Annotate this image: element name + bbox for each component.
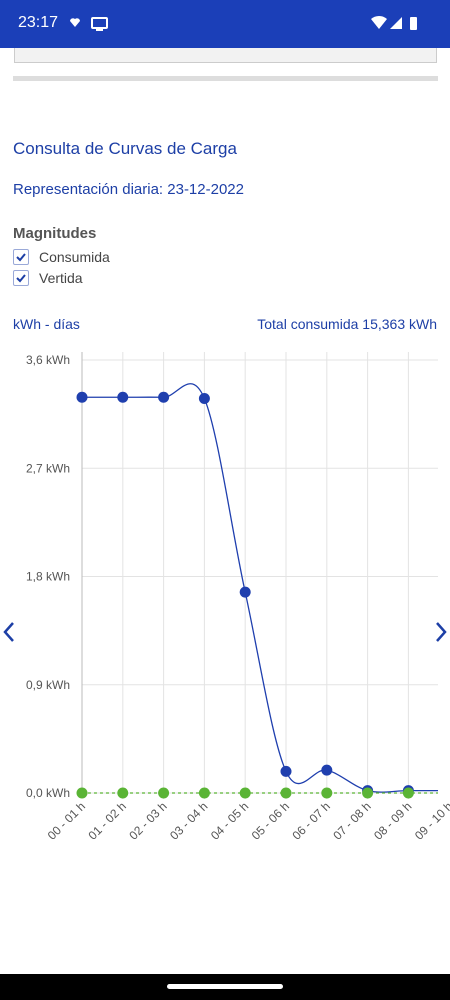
data-point	[402, 787, 414, 799]
data-point	[321, 787, 333, 799]
data-point	[280, 787, 292, 799]
data-point	[76, 787, 88, 799]
y-axis-label: kWh - días	[13, 316, 80, 332]
nav-arrows	[3, 622, 447, 642]
x-tick-label: 02 - 03 h	[126, 799, 169, 842]
data-point	[444, 788, 450, 799]
y-tick-label: 3,6 kWh	[26, 353, 70, 367]
data-point	[198, 787, 210, 799]
x-tick-label: 05 - 06 h	[249, 799, 292, 842]
data-point	[158, 391, 170, 403]
status-bar: 23:17	[0, 0, 450, 48]
x-tick-label: 04 - 05 h	[208, 799, 251, 842]
checkbox-label[interactable]: Consumida	[39, 249, 110, 265]
x-tick-label: 03 - 04 h	[167, 799, 210, 842]
check-icon	[16, 253, 26, 262]
status-right-icons	[371, 15, 417, 30]
data-point	[117, 787, 129, 799]
y-tick-label: 0,0 kWh	[26, 786, 70, 800]
data-point	[239, 586, 251, 598]
chart: 0,0 kWh 0,9 kWh 1,8 kWh 2,7 kWh 3,6 kWh 00 - …	[26, 352, 450, 843]
check-icon	[16, 274, 26, 283]
x-tick-label: 00 - 01 h	[45, 799, 88, 842]
data-point	[321, 764, 333, 776]
prev-arrow[interactable]	[3, 622, 14, 642]
data-point	[117, 391, 129, 403]
checkbox[interactable]	[13, 249, 29, 265]
plot-area	[76, 352, 450, 799]
nav-bar	[0, 974, 450, 1000]
home-pill[interactable]	[167, 984, 283, 989]
checkbox-label[interactable]: Vertida	[39, 270, 83, 286]
x-tick-label: 07 - 08 h	[330, 799, 373, 842]
data-point	[76, 391, 88, 403]
tab-box	[14, 48, 437, 63]
data-point	[280, 765, 292, 777]
y-tick-label: 1,8 kWh	[26, 570, 70, 584]
x-tick-label: 06 - 07 h	[290, 799, 333, 842]
data-point	[444, 785, 450, 796]
page-title: Consulta de Curvas de Carga	[13, 139, 237, 158]
next-arrow[interactable]	[436, 622, 447, 642]
y-tick-label: 2,7 kWh	[26, 461, 70, 475]
data-point	[158, 787, 170, 799]
y-tick-label: 0,9 kWh	[26, 678, 70, 692]
total-consumed: Total consumida 15,363 kWh	[257, 316, 437, 332]
x-tick-label: 01 - 02 h	[86, 799, 129, 842]
page-subtitle: Representación diaria: 23-12-2022	[13, 181, 244, 198]
data-point	[362, 787, 374, 799]
status-icons	[70, 17, 108, 31]
checkbox[interactable]	[13, 270, 29, 286]
data-point	[198, 392, 210, 404]
status-time: 23:17	[18, 14, 59, 31]
series-line	[81, 383, 438, 793]
x-tick-label: 09 - 10 h	[412, 799, 450, 842]
data-point	[239, 787, 251, 799]
x-tick-label: 08 - 09 h	[371, 799, 414, 842]
divider	[13, 76, 438, 81]
filter-label: Magnitudes	[13, 225, 97, 242]
